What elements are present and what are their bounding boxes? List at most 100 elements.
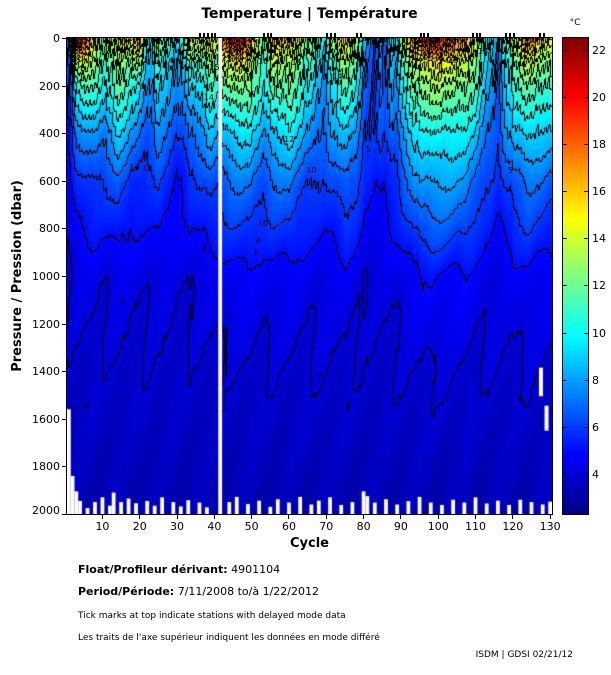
x-tick-label: 120 [502,520,524,533]
y-tick-mark [62,38,66,39]
y-tick-mark [62,323,66,325]
y-tick-label: 600 [39,174,60,188]
y-tick-label: 1000 [32,270,60,283]
colorbar-tick-mark [584,285,588,287]
contour-label: 14 [203,92,214,102]
x-tick-mark [288,515,290,519]
float-id-line: Float/Profileur dérivant: 4901104 [78,563,280,576]
colorbar-tick-mark [563,96,567,98]
contour-label: 15 [209,63,220,73]
colorbar-tick-mark [563,285,567,287]
period-line: Period/Période: 7/11/2008 to/à 1/22/2012 [78,585,319,598]
colorbar-tick-mark [584,96,588,98]
y-tick-mark [62,133,66,135]
colorbar-tick-mark [584,191,588,193]
chart-title: Temperature | Température [201,6,418,22]
x-tick-label: 100 [427,520,449,533]
colorbar-tick-mark [584,332,588,334]
delayed-mode-tick [214,33,217,37]
delayed-mode-tick [479,33,482,37]
colorbar-tick-label: 20 [592,90,606,104]
delayed-mode-tick [427,33,430,37]
delayed-mode-tick [356,33,359,37]
contour-label: 4 [317,370,323,380]
contour-label: 12 [283,135,295,145]
contour-label: 5 [366,144,372,154]
delayed-mode-tick [270,33,273,37]
contour-label: 18 [228,46,239,56]
contour-label: 8 [256,236,262,246]
colorbar-tick-mark [584,144,588,146]
delayed-mode-tick [423,33,426,37]
y-tick-mark [62,466,66,468]
contour-label: 17 [422,50,433,60]
x-tick-mark [512,515,514,519]
delayed-mode-tick [542,33,545,37]
delayed-mode-tick [199,33,202,37]
x-tick-mark [139,515,141,519]
delayed-mode-tick [538,33,541,37]
y-tick-label: 1400 [32,365,60,379]
delayed-mode-tick [475,33,478,37]
colorbar [562,37,589,515]
y-tick-mark [62,228,66,230]
x-tick-mark [363,515,365,519]
delayed-mode-tick [509,33,512,37]
contour-label: 6 [254,248,260,258]
delayed-mode-tick [471,33,474,37]
contour-label: 4 [201,243,207,253]
note-english: Tick marks at top indicate stations with… [78,611,346,621]
x-tick-mark [251,515,253,519]
colorbar-tick-mark [584,49,588,51]
delayed-mode-tick [266,33,269,37]
colorbar-tick-mark [584,379,588,381]
x-tick-label: 20 [132,520,147,533]
delayed-mode-tick [512,33,515,37]
x-tick-mark [213,515,215,519]
x-tick-mark [400,515,402,519]
delayed-mode-tick [326,33,329,37]
delayed-mode-tick [333,33,336,37]
y-tick-label: 800 [39,222,60,236]
y-tick-label: 0 [53,32,60,45]
y-tick-mark [62,180,66,182]
colorbar-tick-label: 16 [592,185,606,199]
x-tick-label: 30 [170,520,185,533]
x-tick-label: 60 [281,520,296,533]
y-tick-label: 1600 [32,412,60,426]
x-tick-mark [475,515,477,519]
colorbar-tick-mark [563,332,567,334]
colorbar-tick-mark [563,191,567,193]
contour-label: 12 [142,163,153,173]
note-french: Les traits de l'axe supérieur indiquent … [78,633,380,643]
colorbar-tick-mark [563,144,567,146]
x-tick-mark [101,515,103,519]
colorbar-tick-mark [584,238,588,240]
delayed-mode-tick [203,33,206,37]
colorbar-tick-label: 14 [592,232,606,246]
colorbar-tick-label: 6 [592,420,599,434]
delayed-mode-tick [505,33,508,37]
contour-label: 13 [403,111,414,121]
y-tick-label: 1200 [32,317,60,331]
x-tick-mark [176,515,178,519]
delayed-mode-tick [262,33,265,37]
x-tick-label: 10 [95,520,110,533]
contour-label: 5 [507,166,513,176]
y-tick-label: 2000 [32,504,60,517]
delayed-mode-tick [206,33,209,37]
contour-label: 13 [129,162,140,172]
colorbar-tick-label: 18 [592,138,606,152]
y-tick-mark [62,418,66,420]
x-tick-label: 50 [244,520,259,533]
x-tick-mark [325,515,327,519]
colorbar-tick-mark [563,49,567,51]
x-tick-mark [437,515,439,519]
x-tick-label: 110 [465,520,487,533]
colorbar-tick-mark [563,473,567,475]
colorbar-tick-mark [563,379,567,381]
y-tick-mark [62,85,66,87]
delayed-mode-tick [210,33,213,37]
colorbar-tick-mark [584,426,588,428]
x-tick-label: 80 [356,520,371,533]
